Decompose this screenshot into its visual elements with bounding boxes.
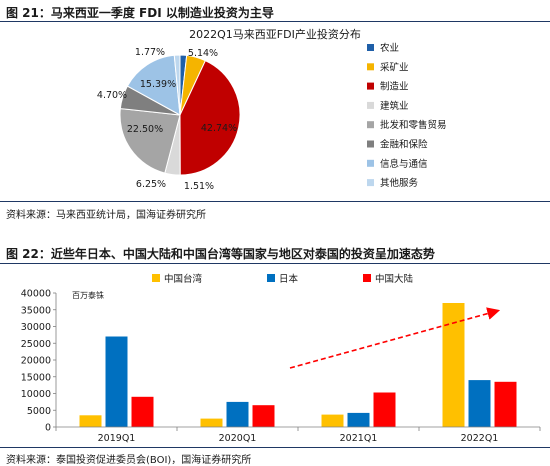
y-tick-label-5: 25000 [21, 339, 51, 350]
y-axis-unit-label: 百万泰铢 [72, 290, 104, 300]
bar-0-1 [200, 418, 223, 427]
trend-arrow [289, 307, 501, 369]
figure-22-top-rule [0, 263, 550, 264]
figure-22-caption: 图 22：近些年日本、中国大陆和中国台湾等国家与地区对泰国的投资呈加速态势 [6, 247, 435, 261]
pie-chart-title: 2022Q1马来西亚FDI产业投资分布 [189, 27, 361, 41]
pie-slice-label-7: 1.51% [184, 181, 214, 192]
bar-2-3 [494, 381, 517, 427]
bar-1-2 [347, 412, 370, 427]
pie-legend-swatch-0 [367, 44, 374, 51]
pie-extra-label: 4.70% [97, 90, 127, 101]
y-tick-label-4: 20000 [21, 356, 51, 367]
pie-legend-label-4: 批发和零售贸易 [380, 119, 447, 131]
pie-legend-label-0: 农业 [380, 42, 399, 54]
bar-1-1 [226, 401, 249, 427]
pie-slice-label-6: 15.39% [140, 79, 176, 90]
y-tick-label-6: 30000 [21, 322, 51, 333]
y-tick-label-1: 5000 [27, 406, 51, 417]
bar-legend-label-0: 中国台湾 [164, 273, 203, 285]
figure-21-source: 资料来源：马来西亚统计局，国海证券研究所 [6, 210, 206, 221]
pie-legend-swatch-2 [367, 82, 374, 90]
pie-slice-label-4: 22.50% [127, 124, 163, 135]
bar-chart: 中国台湾 日本 中国大陆 百万泰铢 0 5000 10000 15000 20000 2500… [21, 273, 541, 444]
bar-2-0 [131, 396, 154, 427]
pie-legend-label-2: 制造业 [380, 81, 409, 93]
bar-legend-label-2: 中国大陆 [375, 273, 414, 285]
figure-21-caption: 图 21：马来西亚一季度 FDI 以制造业投资为主导 [6, 6, 274, 20]
pie-slice-label-0: 1.77% [135, 47, 165, 58]
pie-chart: 2022Q1马来西亚FDI产业投资分布 1.77% 5.14% 42.74% 22.5… [97, 27, 447, 192]
pie-legend-swatch-3 [367, 101, 374, 109]
y-tick-label-3: 15000 [21, 372, 51, 383]
bar-legend-swatch-0 [152, 274, 160, 282]
pie-slice-label-5: 6.25% [136, 179, 166, 190]
pie-slice-4 [119, 108, 181, 174]
pie-legend-label-7: 其他服务 [380, 177, 419, 189]
bar-0-3 [442, 303, 465, 427]
x-tick-label-1: 2020Q1 [219, 433, 257, 444]
y-tick-label-0: 0 [45, 423, 51, 434]
pie-slice-label-2: 42.74% [201, 123, 237, 134]
x-tick-label-0: 2019Q1 [98, 433, 136, 444]
pie-legend-swatch-1 [367, 63, 374, 71]
pie-slice-6 [126, 54, 181, 116]
bar-2-2 [373, 392, 396, 427]
pie-legend-label-5: 金融和保险 [380, 139, 428, 151]
figure-22-source: 资料来源：泰国投资促进委员会(BOI)，国海证券研究所 [6, 455, 252, 466]
pie-legend-swatch-7 [367, 179, 374, 187]
bar-legend-swatch-2 [363, 274, 371, 282]
bar-0-2 [321, 414, 344, 427]
pie-legend-swatch-6 [367, 159, 374, 167]
pie-slice-label-1: 5.14% [188, 48, 218, 59]
pie-legend-label-1: 采矿业 [380, 61, 409, 73]
bar-legend-label-1: 日本 [279, 273, 299, 285]
pie-legend-swatch-4 [367, 121, 374, 129]
x-tick-label-2: 2021Q1 [340, 433, 378, 444]
pie-legend-label-6: 信息与通信 [380, 158, 428, 170]
bar-2-1 [252, 405, 275, 427]
bar-1-3 [468, 380, 491, 427]
x-tick-label-3: 2022Q1 [461, 433, 499, 444]
y-tick-label-8: 40000 [21, 289, 51, 300]
bar-0-0 [79, 415, 102, 427]
y-tick-label-7: 35000 [21, 305, 51, 316]
figure-22-bottom-rule [0, 447, 550, 448]
pie-slice-2 [179, 59, 241, 176]
pie-legend-label-3: 建筑业 [380, 100, 409, 112]
bar-1-0 [105, 336, 128, 427]
y-tick-label-2: 10000 [21, 389, 51, 400]
figure-21-bottom-rule [0, 201, 550, 202]
figure-21-top-rule [0, 21, 550, 22]
pie-slice-7 [173, 54, 181, 116]
bar-legend-swatch-1 [267, 274, 275, 282]
pie-legend-swatch-5 [367, 140, 374, 148]
